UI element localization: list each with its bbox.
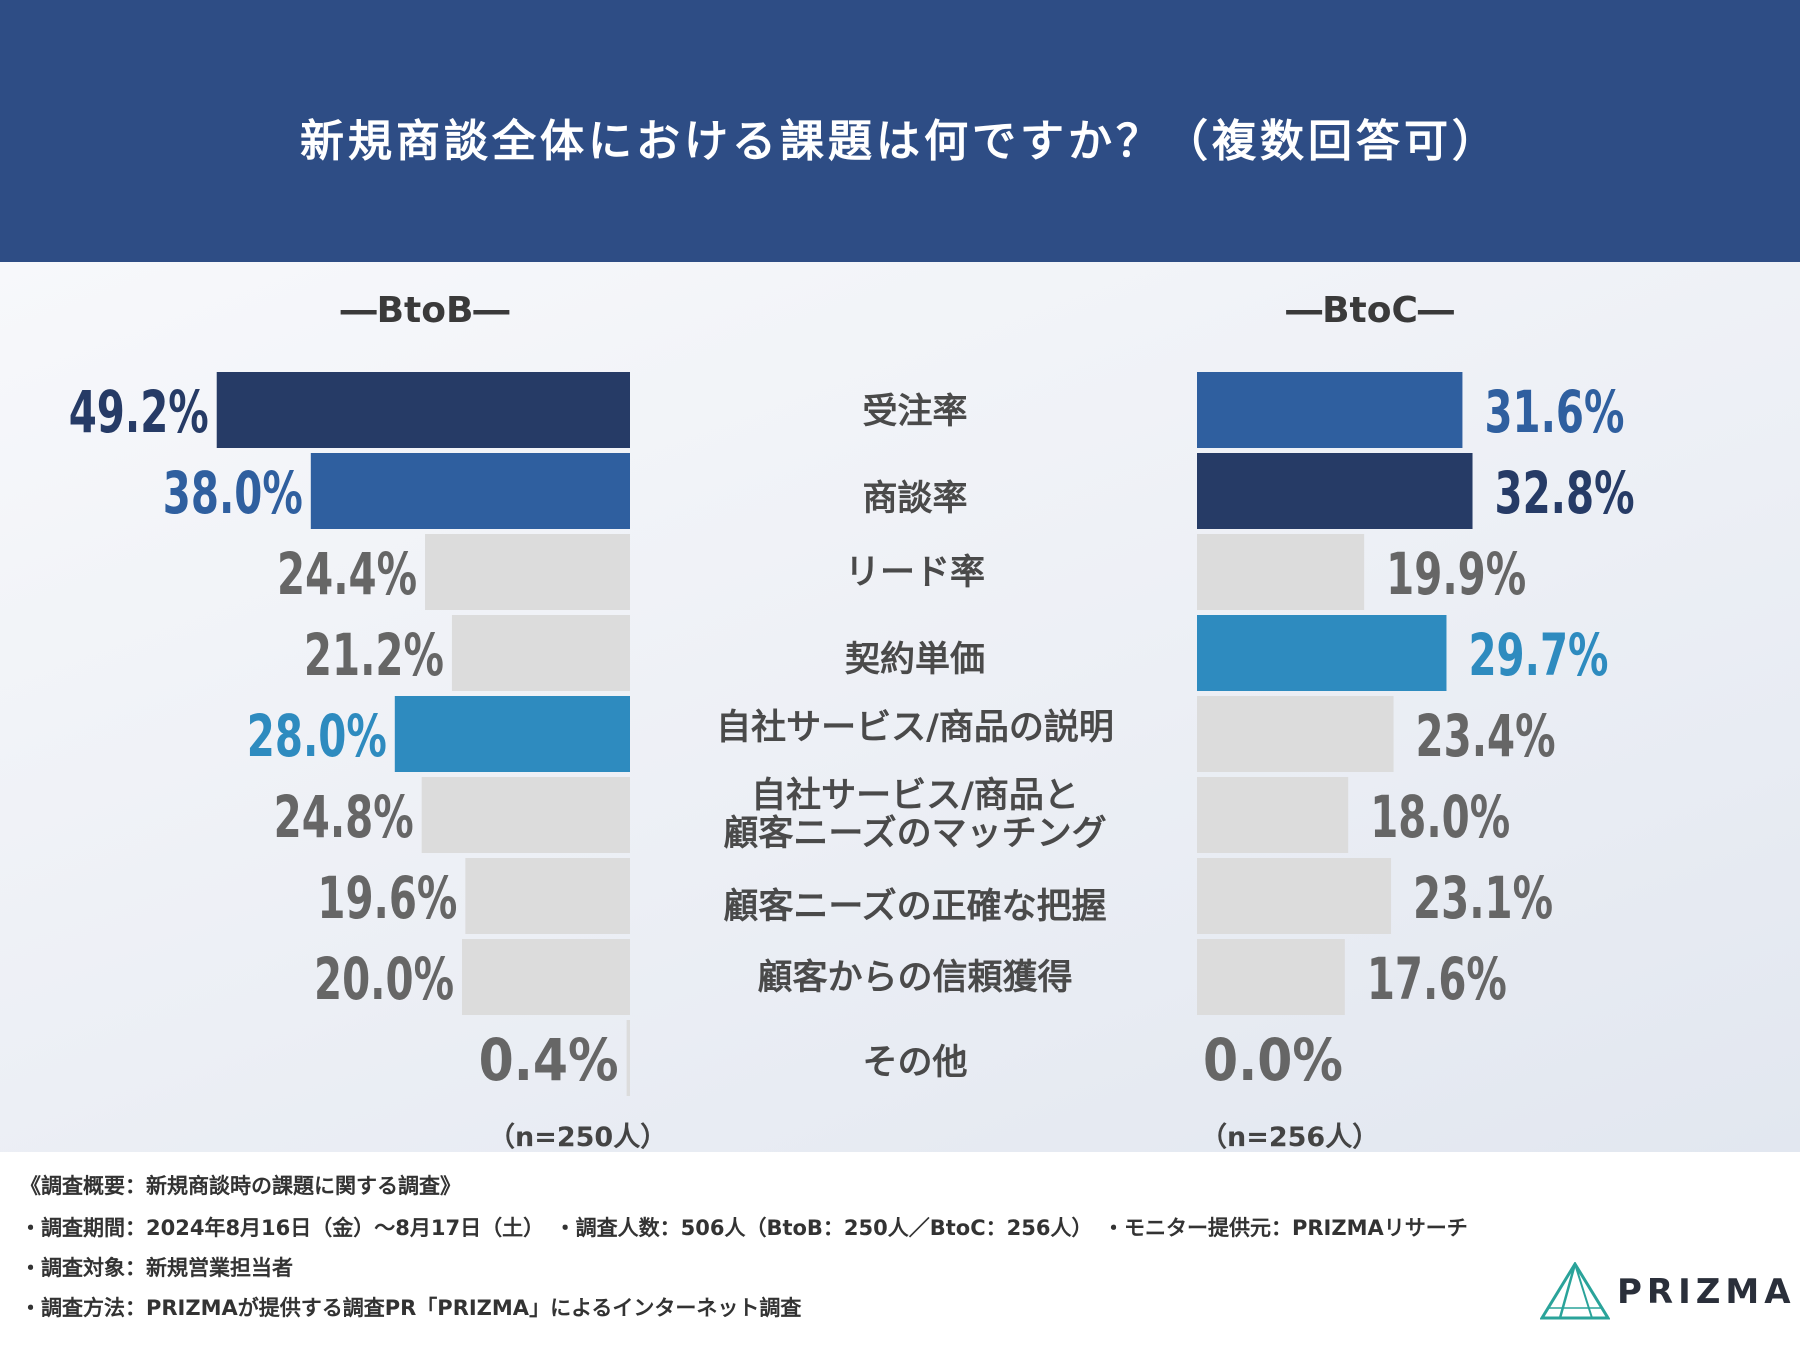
btob-sample-size: （n=250人） (488, 1122, 668, 1153)
btoc-value-label: 29.7% (1468, 621, 1608, 689)
btob-value-label: 0.4% (479, 1026, 619, 1094)
survey-summary: 《調査概要：新規商談時の課題に関する調査》 (20, 1174, 461, 1198)
btob-value-label: 49.2% (69, 378, 209, 446)
btoc-bar (1197, 615, 1447, 691)
header-band: 新規商談全体における課題は何ですか？（複数回答可） (0, 0, 1800, 262)
btoc-bar (1197, 372, 1463, 448)
btoc-bar (1197, 453, 1473, 529)
bar-chart: 49.2% 31.6% 38.0% 32.8% 24.4% 19.9% 21.2% 29.7%… (69, 372, 1635, 1096)
btoc-value-label: 17.6% (1367, 945, 1507, 1013)
btob-bar (394, 696, 630, 772)
category-label: 顧客ニーズの正確な把握 (723, 887, 1107, 927)
btob-bar (626, 1020, 630, 1096)
btob-bar (310, 453, 630, 529)
btoc-value-label: 0.0% (1203, 1026, 1343, 1094)
btoc-value-label: 23.1% (1413, 864, 1553, 932)
btoc-bar (1197, 777, 1349, 853)
btob-value-label: 24.8% (274, 783, 414, 851)
btob-bar (462, 939, 630, 1015)
btob-bar (425, 534, 630, 610)
btoc-panel-title: ―BtoC― (1286, 290, 1454, 331)
survey-method: ・調査方法：PRIZMAが提供する調査PR「PRIZMA」によるインターネット調… (20, 1296, 802, 1320)
btoc-bar (1197, 534, 1365, 610)
btoc-bar (1197, 858, 1392, 934)
btob-bar (216, 372, 630, 448)
btoc-value-label: 31.6% (1484, 378, 1624, 446)
survey-period: ・調査期間：2024年8月16日（金）～8月17日（土） ・調査人数：506人（… (20, 1216, 1468, 1240)
btob-panel-title: ―BtoB― (340, 290, 510, 331)
btoc-bar (1197, 939, 1345, 1015)
btoc-value-label: 32.8% (1495, 459, 1635, 527)
btob-value-label: 38.0% (163, 459, 303, 527)
btoc-value-label: 19.9% (1386, 540, 1526, 608)
category-label: 自社サービス/商品と 顧客ニーズのマッチング (723, 776, 1107, 854)
btob-value-label: 28.0% (247, 702, 387, 770)
prizma-logo-text: PRIZMA (1617, 1272, 1796, 1312)
btob-value-label: 24.4% (277, 540, 417, 608)
btob-bar (421, 777, 630, 853)
btoc-value-label: 18.0% (1370, 783, 1510, 851)
category-label: その他 (862, 1043, 968, 1083)
btoc-bar (1197, 696, 1394, 772)
btob-bar (451, 615, 630, 691)
category-label: リード率 (844, 553, 985, 593)
btoc-sample-size: （n=256人） (1200, 1122, 1380, 1153)
btob-value-label: 19.6% (317, 864, 457, 932)
btob-bar (465, 858, 630, 934)
footer: 《調査概要：新規商談時の課題に関する調査》 ・調査期間：2024年8月16日（金… (0, 1152, 1800, 1350)
page-title: 新規商談全体における課題は何ですか？（複数回答可） (300, 116, 1500, 167)
prizma-logo-icon (1540, 1262, 1610, 1320)
btoc-value-label: 23.4% (1416, 702, 1556, 770)
category-label: 顧客からの信頼獲得 (757, 958, 1073, 998)
category-label: 受注率 (862, 392, 968, 432)
btob-value-label: 21.2% (304, 621, 444, 689)
category-label: 自社サービス/商品の説明 (716, 708, 1114, 748)
category-label: 契約単価 (844, 640, 985, 680)
survey-target: ・調査対象：新規営業担当者 (20, 1256, 293, 1280)
btob-value-label: 20.0% (314, 945, 454, 1013)
category-label: 商談率 (862, 479, 968, 519)
